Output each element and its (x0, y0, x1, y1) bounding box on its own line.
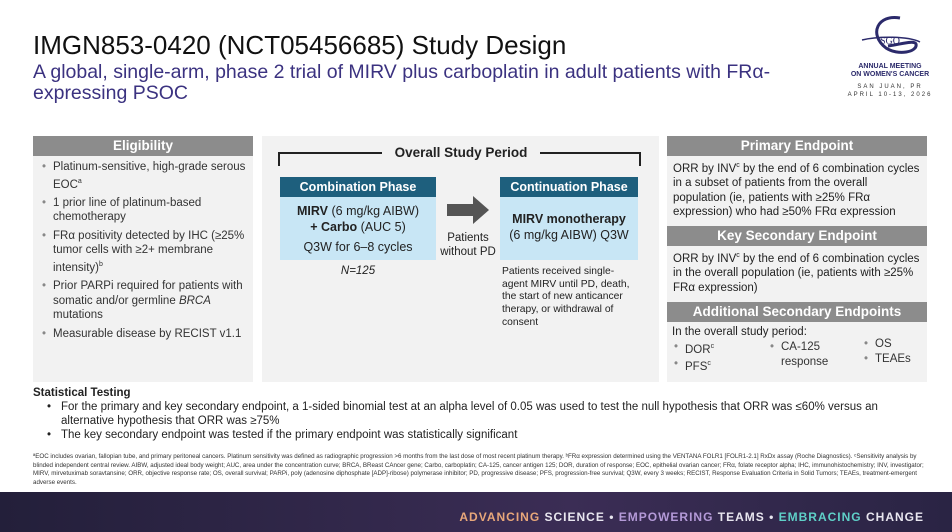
primary-endpoint-header: Primary Endpoint (667, 136, 927, 156)
eligibility-header: Eligibility (33, 136, 253, 156)
eligibility-item: Prior PARPi required for patients with s… (39, 279, 247, 323)
eligibility-list: Platinum-sensitive, high-grade serous EO… (33, 156, 253, 349)
endpoints-panel: Primary Endpoint ORR by INVc by the end … (667, 136, 927, 382)
statistical-testing: Statistical Testing For the primary and … (33, 386, 923, 442)
eligibility-item: Measurable disease by RECIST v1.1 (39, 327, 247, 342)
overall-study-period-label: Overall Study Period (382, 145, 540, 160)
logo-line1: ANNUAL MEETING (858, 63, 922, 70)
sgo-logo: SGO ANNUAL MEETING ON WOMEN'S CANCER SAN… (838, 14, 942, 99)
logo-location: SAN JUAN, PR (857, 84, 923, 90)
transition-label: Patients without PD (440, 232, 496, 258)
stats-item: The key secondary endpoint was tested if… (33, 428, 923, 442)
combination-schedule: Q3W for 6–8 cycles (303, 240, 413, 254)
study-design-panel: Overall Study Period Combination Phase M… (262, 136, 659, 382)
logo-org: SGO (879, 36, 900, 47)
eligibility-panel: Eligibility Platinum-sensitive, high-gra… (33, 136, 253, 382)
continuation-phase-box: Continuation Phase MIRV monotherapy (6 m… (500, 177, 638, 260)
footnotes: ªEOC includes ovarian, fallopian tube, a… (33, 453, 924, 486)
stats-title: Statistical Testing (33, 387, 131, 399)
endpoint-os: OS (861, 337, 911, 352)
eligibility-item: Platinum-sensitive, high-grade serous EO… (39, 160, 247, 192)
stats-item: For the primary and key secondary endpoi… (33, 400, 923, 428)
combination-phase-header: Combination Phase (280, 177, 436, 197)
additional-intro: In the overall study period: (672, 326, 807, 339)
arrow-right-icon (447, 196, 489, 224)
endpoint-pfs: PFSc (671, 357, 714, 374)
endpoint-teaes: TEAEs (861, 352, 911, 367)
key-secondary-endpoint-text: ORR by INVc by the end of 6 combination … (673, 251, 920, 294)
slide-title: IMGN853-0420 (NCT05456685) Study Design (33, 30, 567, 60)
endpoint-dor: DORc (671, 340, 714, 357)
eligibility-item: 1 prior line of platinum-based chemother… (39, 196, 247, 225)
eligibility-item: FRα positivity detected by IHC (≥25% tum… (39, 229, 247, 275)
endpoint-ca125: CA-125 response (767, 340, 847, 369)
logo-dates: APRIL 10-13, 2026 (847, 92, 933, 98)
primary-endpoint-text: ORR by INVc by the end of 6 combination … (673, 162, 920, 219)
combination-phase-box: Combination Phase MIRV (6 mg/kg AIBW) + … (280, 177, 436, 260)
bottom-banner: ADVANCING SCIENCE • EMPOWERING TEAMS • E… (0, 492, 952, 532)
slide-subtitle: A global, single-arm, phase 2 trial of M… (33, 61, 771, 104)
continuation-phase-header: Continuation Phase (500, 177, 638, 197)
tagline: ADVANCING SCIENCE • EMPOWERING TEAMS • E… (459, 510, 924, 524)
key-secondary-endpoint-header: Key Secondary Endpoint (667, 225, 927, 246)
logo-line2: ON WOMEN'S CANCER (850, 71, 930, 78)
sgo-swoosh-icon (861, 16, 921, 54)
sample-size: N=125 (340, 265, 376, 277)
continuation-note: Patients received single-agent MIRV unti… (502, 266, 630, 328)
additional-endpoints-header: Additional Secondary Endpoints (667, 302, 927, 323)
